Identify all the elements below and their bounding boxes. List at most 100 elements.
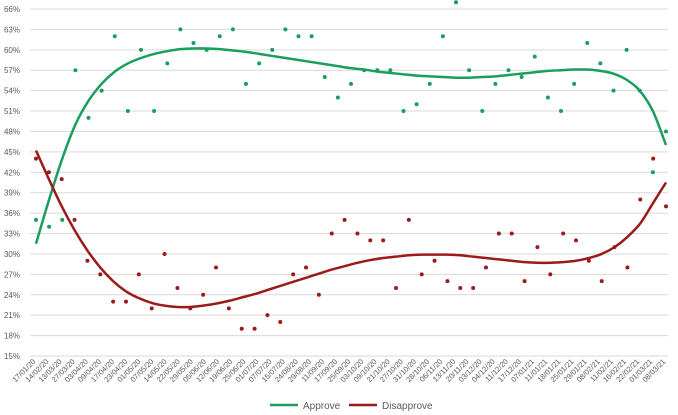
y-tick-label: 45% (4, 148, 20, 157)
x-axis-tick-labels: 17/01/2014/02/2013/03/2027/03/2003/04/20… (10, 357, 667, 384)
data-point-disapprove (484, 265, 488, 270)
data-point-approve (480, 109, 485, 114)
y-tick-label: 51% (4, 107, 20, 116)
data-point-approve (99, 88, 104, 93)
y-tick-label: 24% (4, 291, 20, 300)
data-point-approve (257, 61, 262, 66)
y-tick-label: 63% (4, 25, 20, 34)
y-tick-label: 66% (4, 5, 20, 14)
data-point-disapprove (201, 292, 206, 297)
data-point-approve (519, 75, 524, 80)
data-point-disapprove (394, 285, 398, 290)
y-tick-label: 33% (4, 230, 20, 239)
data-point-approve (335, 95, 340, 100)
data-point-approve (545, 95, 550, 100)
y-tick-label: 57% (4, 66, 20, 75)
data-point-approve (322, 75, 327, 80)
data-point-approve (414, 102, 419, 107)
data-point-approve (362, 68, 367, 73)
data-point-disapprove (599, 279, 604, 284)
y-tick-label: 48% (4, 127, 20, 136)
data-point-approve (506, 68, 511, 73)
data-point-approve (139, 47, 143, 52)
data-point-disapprove (188, 306, 193, 311)
data-point-approve (637, 88, 642, 93)
data-point-disapprove (72, 217, 77, 222)
data-point-approve (191, 41, 196, 46)
data-point-disapprove (651, 156, 656, 161)
data-point-disapprove (561, 231, 566, 236)
legend-disapprove-label: Disapprove (382, 401, 433, 412)
data-point-approve (34, 217, 38, 222)
legend-approve-label: Approve (303, 401, 341, 412)
data-point-disapprove (111, 299, 116, 304)
data-point-approve (440, 34, 445, 39)
data-point-disapprove (368, 238, 373, 243)
y-tick-label: 60% (4, 46, 20, 55)
data-point-disapprove (291, 272, 296, 277)
data-point-approve (178, 27, 183, 32)
data-point-disapprove (638, 197, 643, 202)
data-point-disapprove (329, 231, 334, 236)
data-point-disapprove (381, 238, 386, 243)
data-point-disapprove (509, 231, 514, 236)
legend: Approve Disapprove (270, 401, 433, 412)
data-points (34, 0, 668, 331)
data-point-disapprove (612, 245, 617, 250)
trend-line-approve (34, 47, 668, 245)
data-point-disapprove (458, 285, 463, 290)
data-point-approve (572, 81, 577, 86)
data-point-approve (532, 54, 537, 59)
data-point-approve (309, 34, 314, 39)
data-point-disapprove (136, 272, 141, 277)
data-point-approve (624, 47, 629, 52)
data-point-approve (664, 129, 668, 134)
data-point-disapprove (471, 285, 476, 290)
data-point-disapprove (265, 313, 270, 318)
data-point-disapprove (406, 217, 411, 222)
y-tick-label: 27% (4, 270, 20, 279)
data-point-disapprove (355, 231, 360, 236)
data-point-approve (296, 34, 301, 39)
data-point-approve (270, 47, 275, 52)
trend-lines (34, 47, 668, 309)
data-point-approve (559, 109, 563, 114)
data-point-approve (86, 115, 91, 120)
data-point-disapprove (175, 285, 180, 290)
data-point-disapprove (522, 279, 527, 284)
y-tick-label: 30% (4, 250, 20, 259)
data-point-approve (217, 34, 222, 39)
data-point-disapprove (239, 326, 244, 331)
data-point-disapprove (162, 251, 167, 256)
data-point-approve (467, 68, 472, 73)
data-point-approve (585, 41, 590, 46)
data-point-approve (388, 68, 393, 73)
data-point-disapprove (304, 265, 308, 270)
data-point-approve (349, 81, 353, 86)
data-point-disapprove (124, 299, 128, 304)
data-point-approve (283, 27, 288, 32)
y-tick-label: 36% (4, 209, 20, 218)
data-point-disapprove (445, 279, 450, 284)
data-point-disapprove (574, 238, 578, 243)
data-point-disapprove (432, 258, 437, 263)
data-point-approve (60, 217, 65, 222)
data-point-disapprove (586, 258, 591, 263)
data-point-approve (427, 81, 432, 86)
y-tick-label: 15% (4, 352, 20, 361)
data-point-disapprove (664, 204, 668, 209)
data-point-disapprove (316, 292, 321, 297)
data-point-disapprove (548, 272, 553, 277)
y-tick-label: 39% (4, 189, 20, 198)
data-point-disapprove (535, 245, 540, 250)
data-point-approve (454, 0, 458, 5)
data-point-disapprove (85, 258, 90, 263)
data-point-approve (493, 81, 498, 86)
data-point-approve (125, 109, 130, 114)
data-point-approve (375, 68, 380, 73)
data-point-disapprove (59, 177, 64, 182)
data-point-disapprove (98, 272, 103, 277)
data-point-approve (611, 88, 616, 93)
y-tick-label: 42% (4, 168, 20, 177)
data-point-disapprove (278, 319, 283, 324)
